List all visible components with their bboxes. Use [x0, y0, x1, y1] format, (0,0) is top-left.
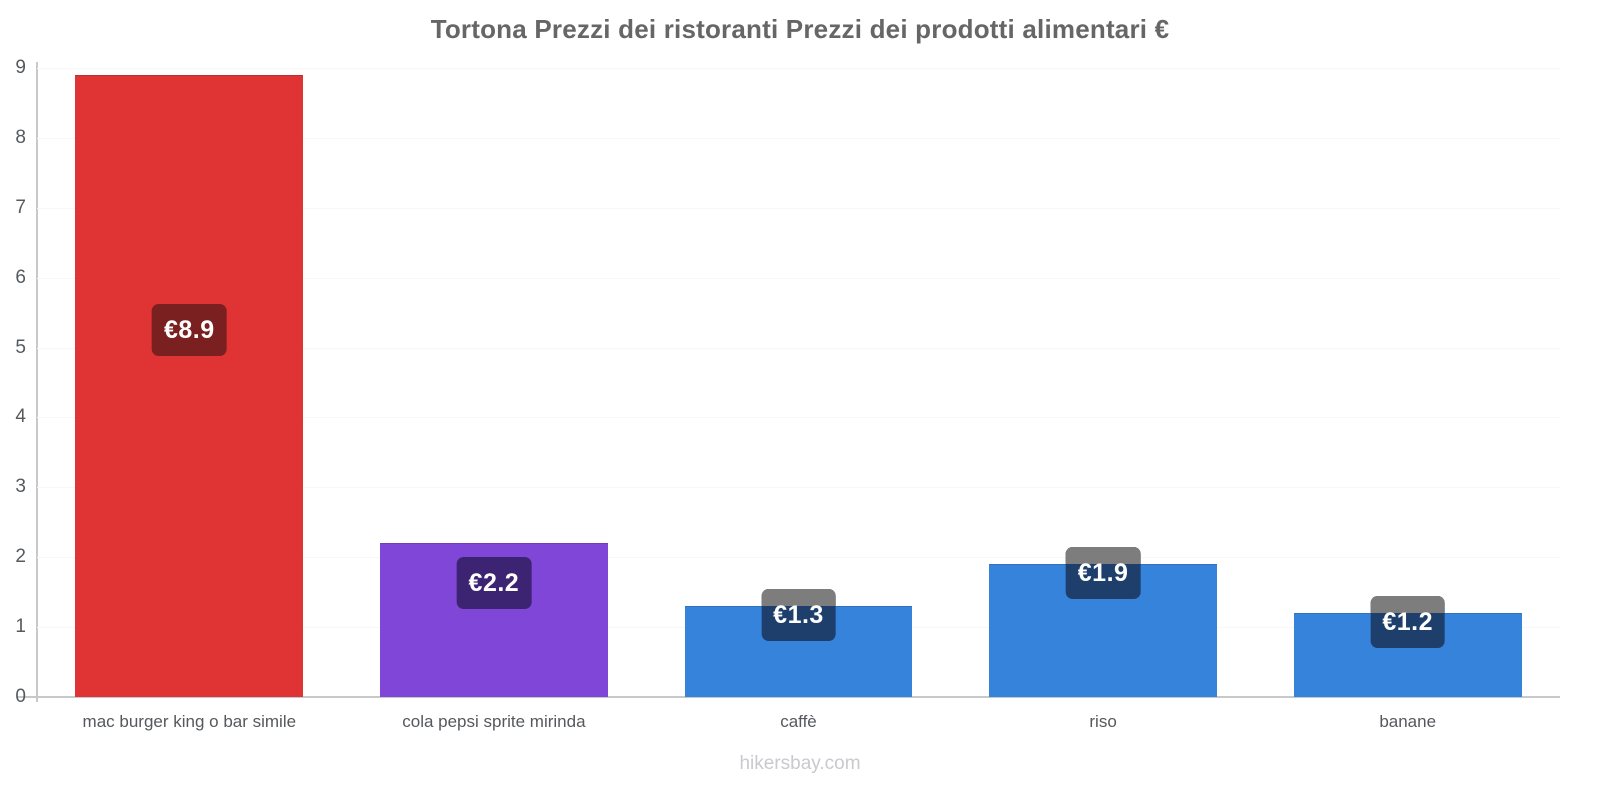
x-axis-tick-label: cola pepsi sprite mirinda: [402, 712, 586, 731]
bar-value-label-text: €1.9: [1077, 558, 1129, 587]
y-axis-tick-label: 1: [15, 616, 26, 638]
x-axis-tick-label: mac burger king o bar simile: [82, 712, 297, 731]
bar-value-label-text: €2.2: [468, 568, 520, 597]
gridline: [37, 557, 1560, 559]
footer-credit: hikersbay.com: [739, 753, 861, 774]
gridline: [37, 417, 1560, 419]
bar-value-label-overhang: [761, 589, 836, 607]
y-axis-tick-label: 6: [15, 266, 26, 288]
bar-value-label-text: €1.3: [773, 600, 824, 629]
bar-value-label-text: €8.9: [163, 315, 215, 344]
bar-value-label: €1.2: [1370, 596, 1446, 649]
gridline: [37, 68, 1560, 69]
bar-value-label: €1.9: [1065, 547, 1141, 600]
y-axis-tick-label: 3: [15, 476, 26, 498]
gridline: [37, 347, 1560, 349]
y-axis-tick-label: 4: [15, 406, 26, 428]
y-axis-tick-label: 0: [15, 686, 26, 707]
gridline: [37, 137, 1560, 139]
plot-area: €8.9 €2.2 €1.3 €1.9 €1.2: [37, 68, 1560, 697]
bar-value-label: €8.9: [151, 304, 227, 357]
x-axis-line: [18, 696, 1560, 698]
bar-value-label-overhang: [1065, 547, 1141, 565]
y-axis-line: [36, 62, 38, 702]
x-axis-tick-label: banane: [1379, 712, 1437, 731]
gridline: [37, 277, 1560, 279]
gridline: [37, 487, 1560, 489]
y-axis-tick-label: 5: [15, 336, 26, 358]
bar-value-label: €1.3: [761, 589, 836, 642]
y-axis-tick-label: 8: [15, 126, 26, 148]
y-axis-tick-label: 7: [15, 196, 26, 218]
y-axis-tick-label: 9: [15, 57, 26, 78]
bar-value-label-text: €1.2: [1382, 607, 1434, 636]
y-axis-tick-label: 2: [15, 546, 26, 568]
x-axis-tick-label: riso: [1089, 712, 1117, 731]
x-axis-tick-label: caffè: [780, 712, 817, 731]
gridline: [37, 207, 1560, 209]
bar-value-label-overhang: [1370, 596, 1446, 614]
chart-title: Tortona Prezzi dei ristoranti Prezzi dei…: [430, 14, 1170, 44]
bar-value-label: €2.2: [456, 557, 532, 610]
bar[interactable]: [75, 75, 304, 697]
